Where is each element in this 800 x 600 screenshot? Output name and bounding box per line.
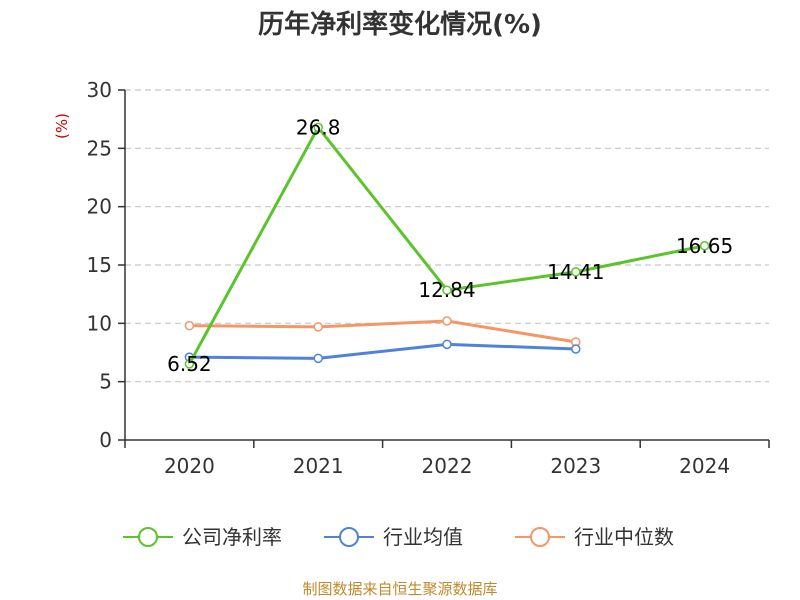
legend-item[interactable]: 行业均值	[324, 525, 463, 549]
data-labels: 6.52 26.8 12.84 14.41 16.65	[167, 115, 733, 376]
data-label: 12.84	[418, 278, 475, 302]
y-tick-label: 25	[87, 136, 112, 160]
y-tick-label: 5	[99, 370, 112, 394]
data-point	[184, 359, 195, 369]
legend-item[interactable]: 公司净利率	[123, 525, 282, 549]
y-tick-label: 15	[87, 253, 112, 277]
grid-lines	[125, 89, 769, 383]
data-point	[313, 122, 323, 133]
data-point	[699, 241, 710, 251]
source-note: 制图数据来自恒生聚源数据库	[302, 580, 497, 598]
data-point	[571, 267, 581, 277]
y-axis-label: (%)	[53, 113, 71, 139]
data-point	[442, 285, 452, 295]
series-line	[189, 342, 576, 360]
x-tick-label: 2021	[293, 454, 344, 478]
legend-label: 公司净利率	[182, 525, 282, 549]
y-tick-label: 30	[87, 78, 112, 102]
x-tick-label: 2022	[422, 454, 473, 478]
data-label: 14.41	[547, 260, 604, 284]
data-point	[442, 316, 452, 326]
series-line	[188, 125, 705, 365]
chart-title: 历年净利率变化情况(%)	[258, 9, 542, 40]
data-point	[571, 344, 581, 354]
legend-label: 行业中位数	[574, 525, 674, 549]
legend-marker	[138, 527, 158, 547]
data-point	[442, 339, 452, 350]
x-tick-label: 2023	[550, 454, 601, 478]
x-tick-label: 2024	[679, 454, 730, 478]
y-tick-label: 0	[99, 428, 112, 452]
x-tick-label: 2020	[164, 454, 215, 478]
data-label: 6.52	[167, 352, 212, 376]
y-tick-label: 20	[87, 195, 112, 219]
legend-marker	[339, 527, 359, 547]
data-point	[313, 353, 323, 364]
series-lines	[184, 122, 710, 369]
data-point	[313, 322, 323, 332]
legend[interactable]: 公司净利率 行业均值 行业中位数	[123, 525, 674, 549]
data-label: 16.65	[676, 234, 733, 258]
y-tick-label: 10	[87, 311, 112, 335]
series-line	[189, 319, 577, 344]
data-label: 26.8	[296, 115, 341, 139]
legend-label: 行业均值	[383, 525, 463, 549]
data-point	[184, 320, 195, 331]
legend-marker	[530, 527, 550, 547]
axes: 0 5 10 15 20 25 30 2020 2021 2022 2023 2024	[87, 78, 770, 478]
legend-item[interactable]: 行业中位数	[515, 525, 674, 549]
